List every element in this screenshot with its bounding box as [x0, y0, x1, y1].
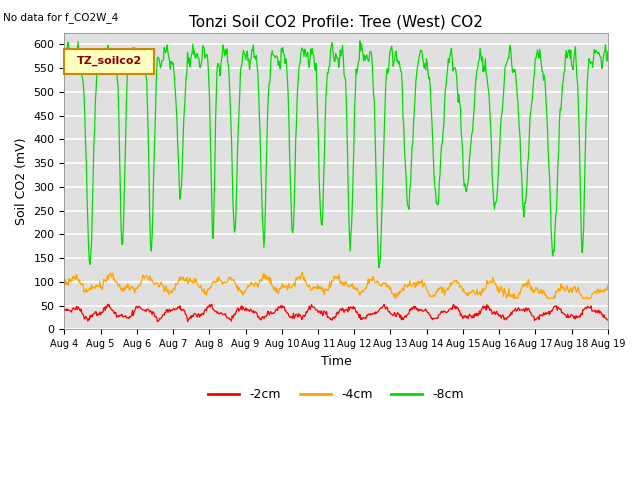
Text: No data for f_CO2W_4: No data for f_CO2W_4 — [3, 12, 118, 23]
-2cm — [61, 308, 68, 313]
-8cm — [70, 54, 78, 60]
-2cm — [127, 313, 135, 319]
-4cm — [404, 284, 412, 290]
-2cm — [212, 309, 220, 314]
-2cm — [420, 308, 428, 314]
-2cm — [404, 312, 412, 317]
-2cm — [604, 317, 612, 323]
-4cm — [392, 296, 399, 301]
Line: -8cm: -8cm — [65, 41, 608, 268]
Y-axis label: Soil CO2 (mV): Soil CO2 (mV) — [15, 137, 28, 225]
-8cm — [356, 38, 364, 44]
Line: -2cm: -2cm — [65, 304, 608, 322]
-4cm — [126, 286, 134, 292]
-4cm — [420, 282, 428, 288]
-8cm — [604, 48, 612, 54]
Legend: -2cm, -4cm, -8cm: -2cm, -4cm, -8cm — [203, 383, 469, 406]
-8cm — [182, 90, 189, 96]
-4cm — [182, 276, 189, 282]
X-axis label: Time: Time — [321, 355, 351, 368]
-8cm — [210, 201, 218, 206]
-2cm — [104, 301, 111, 307]
-4cm — [61, 282, 68, 288]
-8cm — [61, 56, 68, 61]
-8cm — [404, 203, 412, 208]
-8cm — [375, 265, 383, 271]
-4cm — [299, 269, 307, 275]
-4cm — [70, 275, 78, 281]
-2cm — [70, 306, 78, 312]
-2cm — [154, 319, 161, 324]
Line: -4cm: -4cm — [65, 272, 608, 299]
FancyBboxPatch shape — [65, 49, 154, 74]
Title: Tonzi Soil CO2 Profile: Tree (West) CO2: Tonzi Soil CO2 Profile: Tree (West) CO2 — [189, 15, 483, 30]
Text: TZ_soilco2: TZ_soilco2 — [77, 56, 142, 66]
-4cm — [604, 282, 612, 288]
-4cm — [210, 278, 218, 284]
-8cm — [126, 58, 134, 64]
-8cm — [420, 58, 428, 64]
-2cm — [183, 314, 191, 320]
